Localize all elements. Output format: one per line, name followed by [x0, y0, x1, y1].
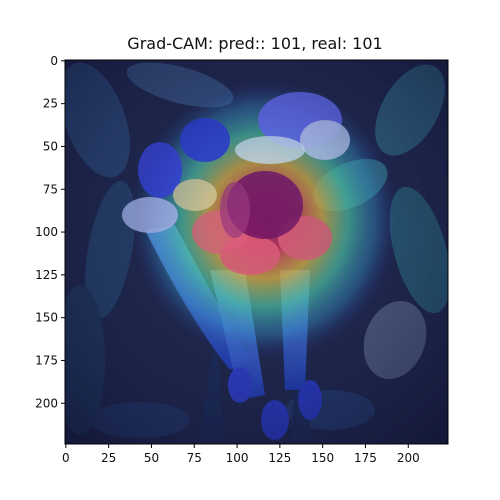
- x-tick-label: 100: [226, 451, 249, 465]
- y-tick-label: 125: [35, 268, 58, 282]
- x-axis: 0 25 50 75 100 125 150 175 200: [62, 444, 420, 465]
- y-tick-label: 50: [43, 139, 58, 153]
- y-tick-label: 200: [35, 396, 58, 410]
- axes-frame: [64, 59, 449, 445]
- y-tick-label: 25: [43, 97, 58, 111]
- x-tick-label: 75: [187, 451, 202, 465]
- y-tick-label: 75: [43, 182, 58, 196]
- y-tick-label: 150: [35, 311, 58, 325]
- y-tick-label: 175: [35, 353, 58, 367]
- y-tick-label: 0: [50, 54, 58, 68]
- x-tick-label: 150: [311, 451, 334, 465]
- x-tick-label: 125: [268, 451, 291, 465]
- x-tick-label: 0: [62, 451, 70, 465]
- gradcam-image: [65, 60, 448, 444]
- x-tick-label: 175: [354, 451, 377, 465]
- x-tick-label: 50: [144, 451, 159, 465]
- x-tick-label: 200: [397, 451, 420, 465]
- plot-title: Grad-CAM: pred:: 101, real: 101: [127, 34, 383, 53]
- x-tick-label: 25: [101, 451, 116, 465]
- y-axis: 0 25 50 75 100 125 150 175 200: [35, 54, 65, 410]
- y-tick-label: 100: [35, 225, 58, 239]
